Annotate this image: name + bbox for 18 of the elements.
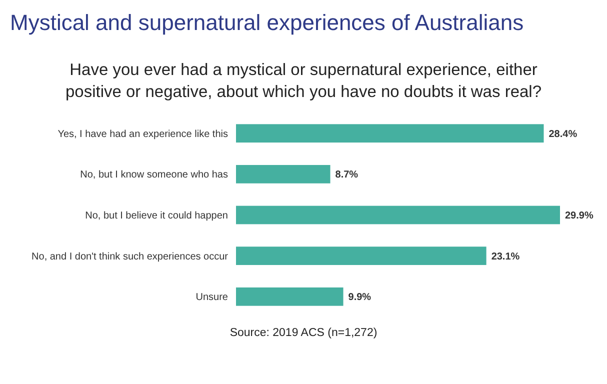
chart-title: Mystical and supernatural experiences of Australians xyxy=(10,10,524,35)
y-tick-label: No, but I know someone who has xyxy=(80,170,228,181)
data-label: 28.4% xyxy=(548,128,578,140)
data-label: 23.1% xyxy=(491,251,520,262)
y-tick-label: No, but I believe it could happen xyxy=(85,210,228,222)
y-tick-label: Yes, I have had an experience like this xyxy=(58,128,228,140)
y-tick-label: Unsure xyxy=(196,292,228,304)
chart-subtitle: Have you ever had a mystical or supernatural experience, either positive or negative, about which you have no doubts it was real? xyxy=(65,61,542,101)
bar xyxy=(236,206,560,224)
data-label: 8.7% xyxy=(335,170,358,181)
data-label: 9.9% xyxy=(348,292,372,304)
bar xyxy=(236,287,344,306)
source-note: Source: 2019 ACS (n=1,272) xyxy=(230,327,378,339)
y-tick-label: No, and I don't think such experiences occur xyxy=(32,251,229,262)
data-label: 29.9% xyxy=(565,210,594,222)
bar xyxy=(236,164,330,184)
bar xyxy=(236,246,486,266)
bar xyxy=(236,124,544,143)
